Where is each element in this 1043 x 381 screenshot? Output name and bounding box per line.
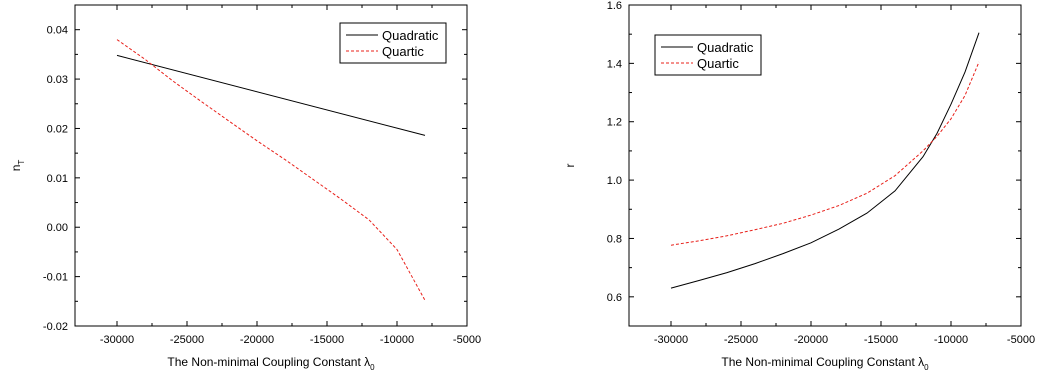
x-tick-label: -20000 <box>240 334 274 346</box>
y-tick-label: 0.00 <box>47 222 68 234</box>
x-tick-label: -5000 <box>453 334 481 346</box>
y-tick-label: 0.01 <box>47 173 68 185</box>
legend-box <box>654 34 762 76</box>
legend-label-quartic: Quartic <box>697 56 739 71</box>
x-axis-title: The Non-minimal Coupling Constant λ0 <box>721 355 929 372</box>
x-tick-label: -5000 <box>1007 334 1035 346</box>
y-axis-title: r <box>563 164 577 168</box>
x-tick-label: -30000 <box>100 334 134 346</box>
chart-panel-1: -30000 -25000 -20000 -15000 -10000 -5000 -0.02… <box>9 4 481 372</box>
y-tick-label: -0.01 <box>43 272 68 284</box>
y-tick-label: 1.6 <box>607 0 622 12</box>
y-tick-label: 1.2 <box>607 117 622 129</box>
y-tick-label: 1.4 <box>607 58 622 70</box>
legend-label-quartic: Quartic <box>382 44 424 59</box>
y-tick-label: 0.6 <box>607 292 622 304</box>
y-tick-label: 1.0 <box>607 175 622 187</box>
x-tick-label: -25000 <box>170 334 204 346</box>
series-line-quartic <box>116 39 426 301</box>
plot-frame <box>628 4 1022 327</box>
x-tick-label: -25000 <box>724 334 758 346</box>
series-line-quadratic <box>116 54 426 136</box>
legend-label-quadratic: Quadratic <box>697 40 754 55</box>
y-tick-label: 0.02 <box>47 123 68 135</box>
x-tick-label: -20000 <box>794 334 828 346</box>
y-axis-title: nT <box>9 160 26 172</box>
y-tick-label: 0.8 <box>607 233 622 245</box>
legend-box <box>339 22 447 64</box>
x-axis-title: The Non-minimal Coupling Constant λ0 <box>167 355 375 372</box>
plot-frame <box>74 4 468 327</box>
y-tick-label: 0.04 <box>47 25 68 37</box>
x-tick-label: -10000 <box>380 334 414 346</box>
x-tick-label: -15000 <box>864 334 898 346</box>
series-line-quartic <box>670 61 980 246</box>
series-line-quadratic <box>670 32 980 289</box>
y-tick-label: 0.03 <box>47 74 68 86</box>
chart-panel-2: -30000 -25000 -20000 -15000 -10000 -5000 0.6 0.… <box>563 0 1035 372</box>
x-tick-label: -30000 <box>654 334 688 346</box>
y-tick-label: -0.02 <box>43 321 68 333</box>
x-tick-label: -15000 <box>310 334 344 346</box>
x-tick-label: -10000 <box>934 334 968 346</box>
legend-label-quadratic: Quadratic <box>382 28 439 43</box>
